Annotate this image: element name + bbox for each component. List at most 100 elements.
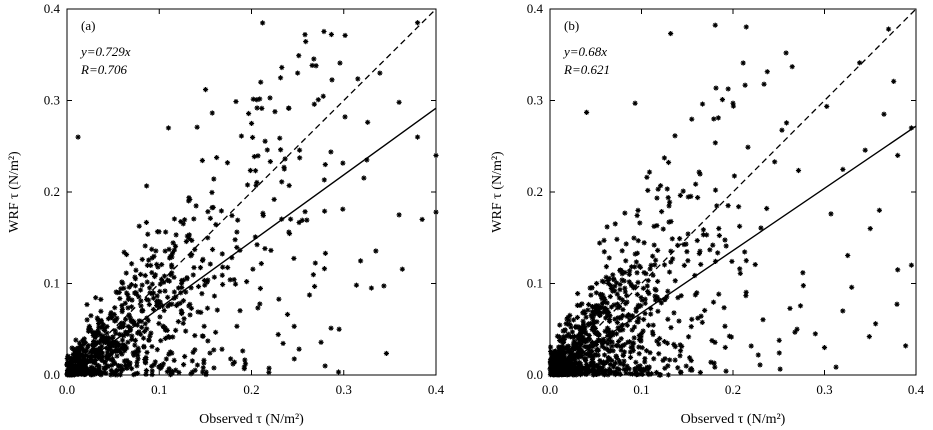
panel-a-point: [120, 342, 126, 348]
panel-a-point: [234, 229, 240, 235]
panel-a-point: [296, 346, 302, 352]
panel-a-point: [88, 328, 94, 334]
panel-a-point: [101, 369, 107, 376]
panel-b-point: [585, 322, 591, 328]
panel-a-point: [156, 229, 162, 235]
panel-a-point: [169, 264, 175, 270]
panel-a-point: [234, 323, 240, 329]
panel-b-point: [565, 314, 571, 321]
panel-a-point: [113, 289, 119, 295]
panel-b-point: [668, 248, 674, 254]
panel-a-point: [169, 270, 175, 276]
panel-b-point: [605, 337, 611, 343]
panel-b-point: [618, 347, 624, 353]
panel-b-point: [629, 327, 635, 333]
panel-a-point: [109, 362, 115, 368]
panel-a-point: [114, 367, 120, 374]
panel-a-point: [320, 93, 326, 99]
panel-a-point: [211, 274, 217, 280]
panel-a-point: [180, 221, 186, 227]
panel-b-point: [672, 344, 678, 350]
panel-a-point: [255, 305, 261, 311]
panel-a-point: [147, 290, 153, 296]
panel-a-point: [199, 157, 205, 164]
panel-b-point: [668, 30, 674, 37]
panel-b-point: [582, 310, 588, 317]
panel-b-point: [554, 333, 561, 339]
panel-b-point: [626, 279, 632, 285]
panel-b-point: [575, 355, 581, 361]
panel-a-point: [155, 264, 161, 270]
panel-b-point: [677, 369, 684, 375]
panel-b-point: [550, 350, 557, 356]
panel-a-point: [125, 305, 131, 311]
panel-b-point: [604, 308, 610, 315]
panel-a-point: [175, 285, 182, 291]
panel-a-point: [220, 264, 226, 270]
panel-a-point: [99, 325, 105, 331]
panel-a-point: [142, 359, 148, 365]
panel-a-point: [75, 134, 81, 140]
panel-b-point: [612, 288, 618, 294]
panel-b-point: [614, 291, 620, 297]
panel-b-point: [666, 269, 673, 275]
panel-a-point: [106, 340, 112, 347]
panel-b-point: [606, 348, 612, 355]
panel-a-point: [419, 216, 425, 223]
panel-b-point: [582, 338, 588, 344]
panel-b-point: [590, 314, 596, 320]
panel-b-point: [621, 358, 627, 364]
panel-b-ticks: 0.00.0 0.1 0.1 0.2 0.2 0.3 0.3 0.4 0.4: [527, 1, 925, 397]
panel-b-point: [795, 167, 802, 174]
panel-a-point: [148, 262, 154, 269]
panel-b-point: [614, 301, 621, 307]
panel-a-point: [76, 348, 82, 354]
panel-a-point: [143, 371, 149, 377]
panel-a-point: [249, 134, 256, 141]
panel-a-point: [267, 95, 273, 101]
panel-b-point: [641, 366, 647, 372]
panel-b-point: [565, 331, 571, 337]
panel-b-point: [548, 351, 554, 357]
panel-b-point: [712, 140, 718, 146]
panel-b-point: [650, 253, 656, 259]
panel-b-point: [626, 271, 632, 277]
panel-a-point: [133, 289, 139, 296]
panel-a-point: [129, 336, 135, 343]
panel-a-point: [122, 362, 129, 368]
panel-a-point: [131, 352, 137, 358]
panel-a-point: [189, 237, 195, 244]
panel-a-point: [220, 281, 226, 288]
panel-b-point: [558, 366, 564, 372]
panel-a-point: [336, 326, 342, 332]
panel-b-point: [586, 347, 592, 353]
panel-b-point: [895, 152, 901, 158]
panel-b-point: [594, 330, 600, 336]
panel-a-point: [234, 244, 240, 251]
panel-a-point: [129, 319, 135, 325]
panel-b-point: [636, 263, 642, 269]
panel-b-point: [711, 116, 717, 122]
panel-b-point: [579, 365, 585, 371]
panel-a-point: [149, 343, 155, 350]
panel-b-point: [559, 345, 565, 352]
panel-b-point: [642, 310, 648, 317]
panel-b-point: [564, 321, 571, 327]
panel-b-point: [636, 371, 642, 377]
panel-b-point: [702, 307, 708, 314]
panel-a-point: [102, 360, 108, 366]
panel-b-point: [555, 351, 562, 357]
panel-a-point: [302, 32, 308, 38]
panel-a-point: [194, 124, 200, 130]
panel-b-point: [605, 357, 611, 363]
panel-b-point: [584, 109, 590, 115]
panel-a-point: [377, 70, 383, 76]
panel-a-point: [201, 323, 207, 329]
panel-b-point: [644, 174, 650, 180]
panel-b-point: [729, 258, 735, 265]
panel-b-x-tick-label: 0.1: [633, 382, 649, 397]
panel-b-point: [772, 159, 778, 165]
panel-a-point: [170, 334, 176, 340]
panel-b-point: [630, 285, 637, 291]
panel-a-point: [103, 370, 109, 376]
